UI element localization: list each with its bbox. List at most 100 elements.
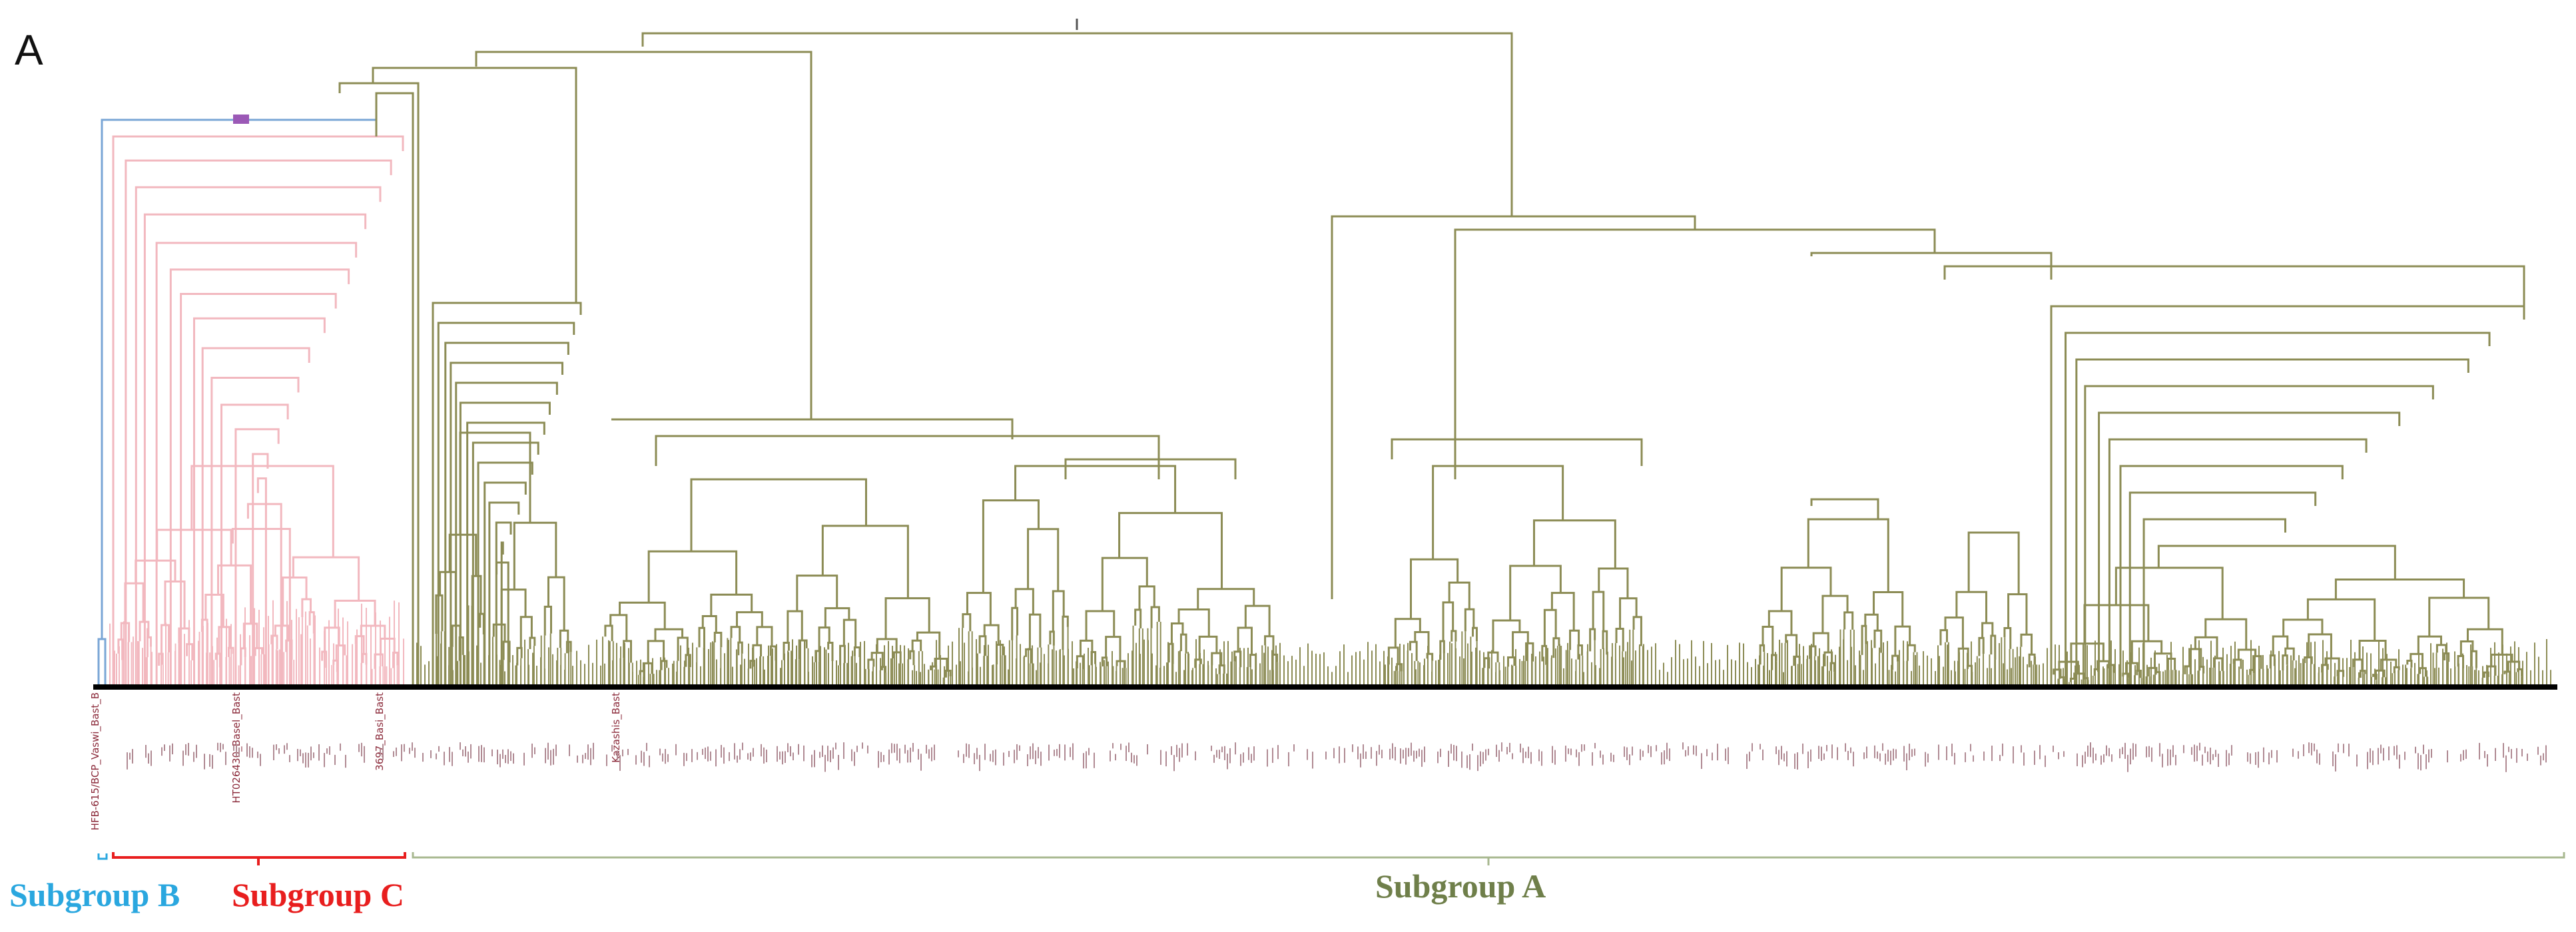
leaf-label-mark [2311,743,2312,756]
clade-connector [338,82,420,686]
leaf-label-mark [984,744,986,760]
leaf-label-mark [1229,748,1231,764]
clade-connector [2096,660,2110,670]
subgroup-c-branch [143,213,367,686]
leaf-label-mark [702,748,703,755]
leaf-label-mark [2521,748,2523,757]
leaf-label-mark [2292,748,2294,757]
clade-connector [124,582,145,623]
leaf-label-mark [1781,746,1782,760]
leaf-label-mark [976,748,978,760]
leaf-label-mark [627,749,629,756]
leaf-label-mark [438,746,440,752]
leaf-label-mark [2308,742,2310,754]
leaf-label-mark [968,744,970,758]
leaf-label-mark [2332,751,2334,767]
leaf-label-mark [1466,755,1468,768]
leaf-label-mark [1213,754,1215,763]
leaf-label-mark [129,752,131,760]
leaf-label-mark [2170,749,2171,766]
leaf-label-mark [830,750,831,762]
leaf-label-mark [1717,744,1718,761]
leaf-label-mark [1211,746,1212,752]
leaf-label-mark [550,750,551,766]
leaf-label-mark [1528,746,1529,758]
leaf-label-mark [1778,750,1779,766]
clade-connector [1768,610,1793,635]
leaf-label-mark [222,744,224,750]
leaf-label-mark [1666,742,1668,760]
subgroup-a-label: Subgroup A [1375,867,1546,905]
clade-connector [1414,630,1430,654]
leaf-label-mark [1312,752,1313,769]
clade-connector [1589,628,1596,652]
leaf-label-mark [1629,754,1630,766]
leaf-label-mark [2298,751,2299,759]
clade-connector [2184,665,2192,674]
subgroup-a-branch [477,461,533,686]
leaf-label-mark [1853,752,1854,767]
leaf-label-mark [822,745,823,758]
clade-connector [135,559,176,584]
leaf-label-mark [1392,743,1393,759]
leaf-label-mark [1783,753,1785,762]
leaf-label-mark [1040,752,1042,766]
clade-connector [642,662,653,674]
leaf-label-mark [851,749,852,762]
clade-connector [787,610,803,643]
leaf-label-mark [1810,749,1811,762]
leaf-label-mark [2191,747,2192,755]
clade-connector [1450,630,1457,642]
clade-connector [1062,615,1069,650]
leaf-label-mark [1413,750,1415,762]
clade-connector [448,533,478,577]
leaf-label-mark [2090,742,2091,758]
leaf-label-mark [555,744,557,756]
clade-connector [292,556,360,601]
clade-connector [1049,630,1055,646]
leaf-label-mark [1626,747,1628,760]
leaf-label-mark [1086,751,1087,769]
subgroup-a-branch [459,401,551,686]
leaf-label-mark [145,744,147,758]
leaf-label-mark [691,749,693,762]
leaf-label-mark [995,749,996,766]
leaf-label-mark [1014,750,1015,764]
clade-connector [647,640,665,664]
leaf-label-mark [1048,744,1050,761]
leaf-label-mark [1749,752,1750,762]
leaf-label-mark [1775,746,1777,754]
leaf-label-mark [2215,750,2216,758]
clade-connector [1861,624,1867,655]
leaf-label-mark [468,751,469,763]
leaf-label-mark [782,751,783,765]
leaf-label-mark [582,754,583,764]
clade-connector [2249,668,2255,675]
leaf-label-mark [926,744,927,754]
leaf-label-mark [793,752,794,761]
leaf-label-mark [1277,745,1279,760]
leaf-label-mark [1520,744,1521,753]
leaf-label-mark [2505,755,2507,772]
leaf-label-mark [364,746,365,763]
leaf-label-mark [2378,748,2379,765]
leaf-label-mark [2111,754,2112,762]
leaf-label-mark [1946,746,1947,760]
leaf-label-mark [329,746,330,755]
leaf-label-mark [1339,746,1340,764]
clade-connector [655,435,1160,479]
clade-connector [2321,664,2329,673]
leaf-label-mark [2516,748,2517,763]
leaf-label-mark [606,754,607,766]
leaf-label-mark [1054,750,1055,756]
subgroup-c-branch [231,527,291,686]
subgroup-c-branch [135,186,382,686]
clade-connector [360,624,386,639]
clade-connector [604,624,613,642]
leaf-label-mark [1056,749,1058,756]
clade-connector [2114,567,2224,620]
leaf-label-mark [569,744,570,756]
leaf-label-mark [1970,744,1971,752]
leaf-label-mark [220,742,221,752]
leaf-label-mark [1762,749,1764,761]
